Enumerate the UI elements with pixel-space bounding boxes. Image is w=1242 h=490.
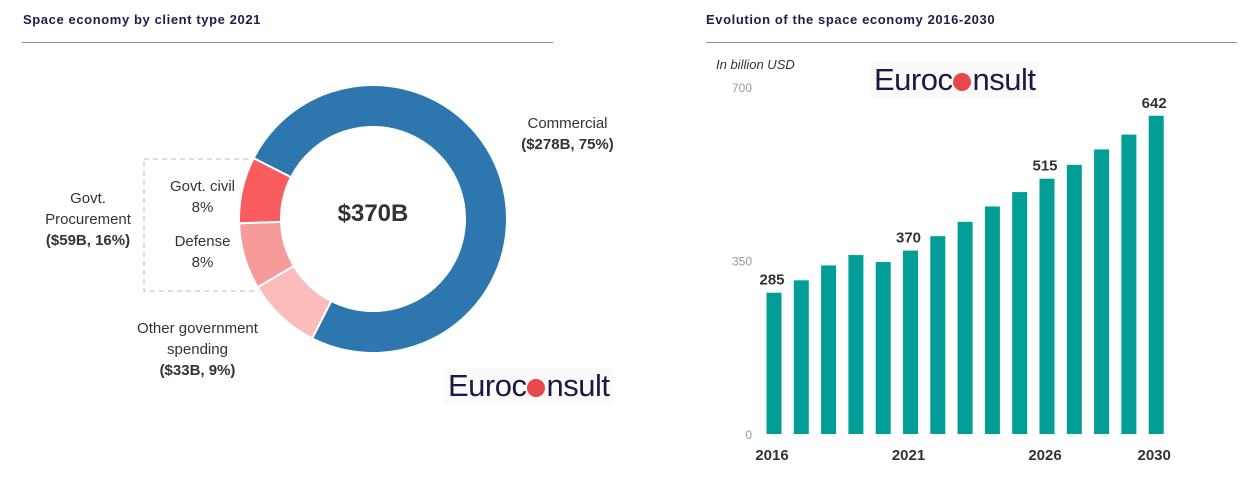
bar-2018 [821,265,837,434]
defense-pct: 8% [191,254,214,271]
procurement-value: ($59B, 16%) [45,232,131,249]
defense-label: Defense 8% [155,231,250,273]
donut-slice-govt-civil [238,156,293,225]
x-tick-label-2016: 2016 [755,447,788,464]
govt-civil-name: Govt. civil [169,178,235,195]
commercial-name: Commercial [527,115,608,132]
donut-chart [143,84,508,354]
bar-2027 [1066,164,1082,434]
left-panel-title: Space economy by client type 2021 [23,12,262,27]
bar-2024 [984,206,1000,434]
govt-civil-pct: 8% [191,199,214,216]
bar-2017 [793,280,809,434]
y-tick-label: 700 [732,81,752,95]
data-label-2026: 515 [1032,158,1057,175]
bar-2021 [903,250,918,434]
govt-civil-label: Govt. civil 8% [155,176,250,218]
other-government-label: Other government spending ($33B, 9%) [120,318,275,381]
bar-2026 [1039,178,1055,434]
bar-2019 [848,255,864,434]
y-tick-label: 350 [732,255,752,269]
x-tick-label-2026: 2026 [1028,447,1061,464]
bar-2020 [875,261,891,434]
procurement-name-1: Govt. [70,190,106,207]
y-axis-label: In billion USD [716,57,795,72]
right-panel-title: Evolution of the space economy 2016-2030 [706,12,996,27]
bar-2023 [957,221,973,434]
euroconsult-logo-right: Euroc nsult [870,62,1040,98]
x-tick-label-2030: 2030 [1138,447,1171,464]
other-name-2: spending [167,341,228,358]
bar-2025 [1012,192,1028,434]
donut-slice-commercial [252,84,508,354]
left-title-rule [22,42,553,43]
x-tick-label-2021: 2021 [892,447,925,464]
procurement-label: Govt. Procurement ($59B, 16%) [28,188,148,251]
other-name-1: Other government [137,320,258,337]
bar-2016 [766,292,782,434]
bar-2028 [1094,149,1110,434]
defense-name: Defense [174,233,231,250]
right-title-rule [706,42,1237,43]
data-label-2021: 370 [896,230,921,247]
y-tick-label: 0 [745,428,752,442]
bar-2030 [1148,115,1164,434]
other-value: ($33B, 9%) [159,362,236,379]
euroconsult-logo-left: Euroc nsult [444,368,614,404]
commercial-value: ($278B, 75%) [521,136,614,153]
data-label-2030: 642 [1142,95,1167,112]
donut-center-total: $370B [337,200,409,227]
bar-2022 [930,236,946,434]
commercial-label: Commercial ($278B, 75%) [505,113,630,155]
data-label-2016: 285 [759,272,784,289]
procurement-name-2: Procurement [45,211,131,228]
bar-2029 [1121,134,1137,435]
